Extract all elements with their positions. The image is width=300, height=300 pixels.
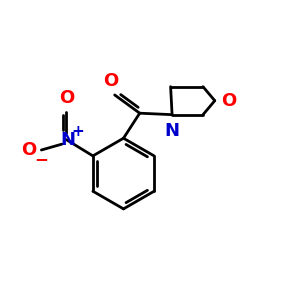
Text: O: O [21,141,36,159]
Text: O: O [59,89,74,107]
Text: O: O [221,92,236,110]
Text: N: N [165,122,180,140]
Text: −: − [34,150,48,168]
Text: +: + [71,124,84,139]
Text: O: O [103,72,119,90]
Text: N: N [60,131,75,149]
